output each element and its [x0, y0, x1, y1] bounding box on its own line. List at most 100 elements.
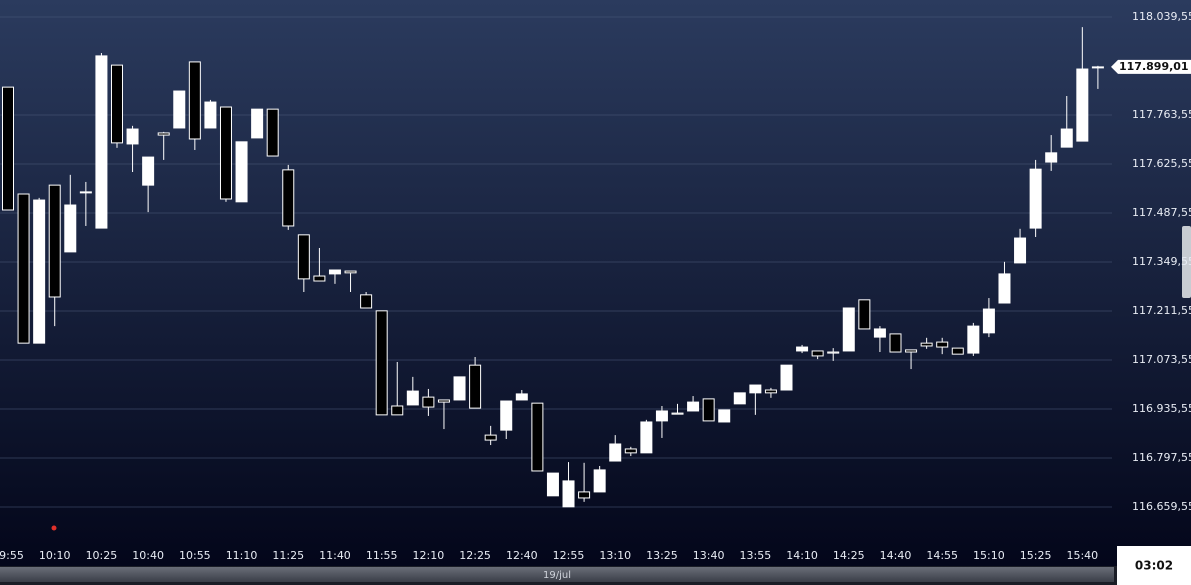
x-tick-label: 11:40 [319, 549, 351, 562]
candle-body [375, 310, 388, 416]
candle-body [609, 443, 622, 462]
candle-body [811, 350, 824, 357]
candle-body [1091, 66, 1104, 69]
x-tick-label: 13:25 [646, 549, 678, 562]
x-tick-label: 11:55 [366, 549, 398, 562]
y-tick-label: 116.659,55 [1132, 500, 1191, 513]
candle-body [17, 193, 30, 344]
candle-body [344, 270, 357, 274]
candle-body [406, 390, 419, 406]
x-tick-label: 14:55 [926, 549, 958, 562]
y-tick-label: 116.797,55 [1132, 451, 1191, 464]
candle-body [391, 405, 404, 416]
candle-body [173, 90, 186, 129]
candle-body [873, 328, 886, 338]
candle-body [453, 376, 466, 401]
candle-body [1029, 168, 1042, 229]
candle-body [624, 448, 637, 454]
x-tick-label: 14:10 [786, 549, 818, 562]
candle-body [79, 191, 92, 194]
scroll-handle[interactable] [1182, 226, 1191, 298]
x-tick-label: 10:10 [39, 549, 71, 562]
candle-body [1014, 237, 1027, 264]
candle-body [2, 86, 14, 211]
candle-body [687, 401, 700, 412]
candle-body [842, 307, 855, 352]
candle-body [360, 294, 373, 309]
candle-body [266, 108, 279, 157]
marker-dot [51, 525, 57, 531]
x-tick-label: 11:25 [272, 549, 304, 562]
candle-body [1060, 128, 1073, 148]
candle-body [764, 389, 777, 394]
candle-body [157, 132, 170, 136]
x-tick-label: 13:40 [693, 549, 725, 562]
last-price-marker [1111, 59, 1191, 74]
candle-body [437, 399, 450, 403]
date-strip [0, 567, 1114, 582]
candle-body [95, 55, 108, 229]
y-tick-label: 117.625,55 [1132, 157, 1191, 170]
candle-body [328, 269, 341, 275]
y-tick-label: 117.073,55 [1132, 353, 1191, 366]
y-tick-label: 117.487,55 [1132, 206, 1191, 219]
candle-body [484, 434, 497, 441]
candle-body [967, 325, 980, 354]
candle-body [780, 364, 793, 391]
candle-body [546, 472, 559, 497]
candle-body [578, 491, 591, 499]
x-tick-label: 15:25 [1020, 549, 1052, 562]
x-tick-label: 13:10 [599, 549, 631, 562]
y-tick-label: 118.039,55 [1132, 10, 1191, 23]
clock-box [1117, 546, 1191, 585]
x-tick-label: 12:40 [506, 549, 538, 562]
y-tick-label: 117.763,55 [1132, 108, 1191, 121]
candle-body [48, 184, 61, 298]
x-tick-label: 15:40 [1066, 549, 1098, 562]
date-label: 19/jul [543, 570, 571, 581]
candle-body [235, 141, 248, 203]
candle-body [796, 346, 809, 352]
candle-body [827, 351, 840, 354]
candle-body [858, 299, 871, 330]
x-tick-label: 14:40 [880, 549, 912, 562]
candle-body [702, 398, 715, 422]
x-tick-label: 11:10 [226, 549, 258, 562]
candle-body [500, 400, 513, 431]
x-tick-label: 10:40 [132, 549, 164, 562]
candle-body [33, 199, 46, 344]
candle-body [733, 392, 746, 405]
candle-body [1045, 152, 1058, 163]
y-tick-label: 117.349,55 [1132, 255, 1191, 268]
candle-body [251, 108, 264, 139]
x-tick-label: 12:10 [413, 549, 445, 562]
candle-body [64, 204, 77, 253]
x-tick-label: 09:55 [0, 549, 24, 562]
y-tick-label: 117.211,55 [1132, 304, 1191, 317]
x-tick-label: 12:55 [553, 549, 585, 562]
candle-body [531, 402, 544, 472]
candle-body [982, 308, 995, 334]
candle-body [126, 128, 139, 145]
x-tick-label: 12:25 [459, 549, 491, 562]
candle-body [655, 410, 668, 422]
x-tick-label: 10:25 [86, 549, 118, 562]
x-tick-label: 14:25 [833, 549, 865, 562]
candle-body [889, 333, 902, 353]
candle-body [920, 342, 933, 347]
candle-body [998, 273, 1011, 304]
y-tick-label: 116.935,55 [1132, 402, 1191, 415]
candle-body [422, 396, 435, 408]
candle-body [593, 469, 606, 493]
candle-body [905, 349, 918, 353]
candle-body [142, 156, 155, 186]
candle-body [469, 364, 482, 409]
candle-body [951, 347, 964, 355]
candle-body [204, 101, 217, 129]
x-tick-label: 13:55 [740, 549, 772, 562]
candle-body [936, 341, 949, 348]
candle-body [1076, 68, 1089, 142]
candle-body [188, 61, 201, 140]
